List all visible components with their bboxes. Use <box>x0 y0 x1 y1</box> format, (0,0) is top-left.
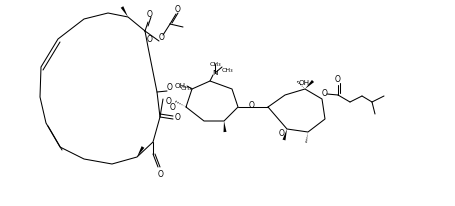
Text: O: O <box>158 170 164 179</box>
Text: O: O <box>147 34 153 43</box>
Text: O: O <box>166 96 172 105</box>
Text: O: O <box>279 128 285 137</box>
Text: O: O <box>159 33 165 42</box>
Text: CH₃: CH₃ <box>222 67 233 72</box>
Text: O: O <box>322 88 328 97</box>
Polygon shape <box>305 81 314 90</box>
Text: N: N <box>212 70 218 76</box>
Polygon shape <box>223 121 227 132</box>
Text: O: O <box>175 5 181 13</box>
Text: OH: OH <box>175 83 186 89</box>
Text: O: O <box>167 83 173 92</box>
Text: O: O <box>335 74 341 83</box>
Polygon shape <box>137 146 144 157</box>
Text: CH₃: CH₃ <box>209 61 221 66</box>
Polygon shape <box>283 129 287 141</box>
Polygon shape <box>121 7 128 18</box>
Text: OH: OH <box>298 80 309 85</box>
Text: O: O <box>249 101 255 110</box>
Text: O: O <box>147 9 153 18</box>
Text: CH₃: CH₃ <box>181 85 192 90</box>
Text: O: O <box>170 102 176 111</box>
Text: O: O <box>175 113 181 122</box>
